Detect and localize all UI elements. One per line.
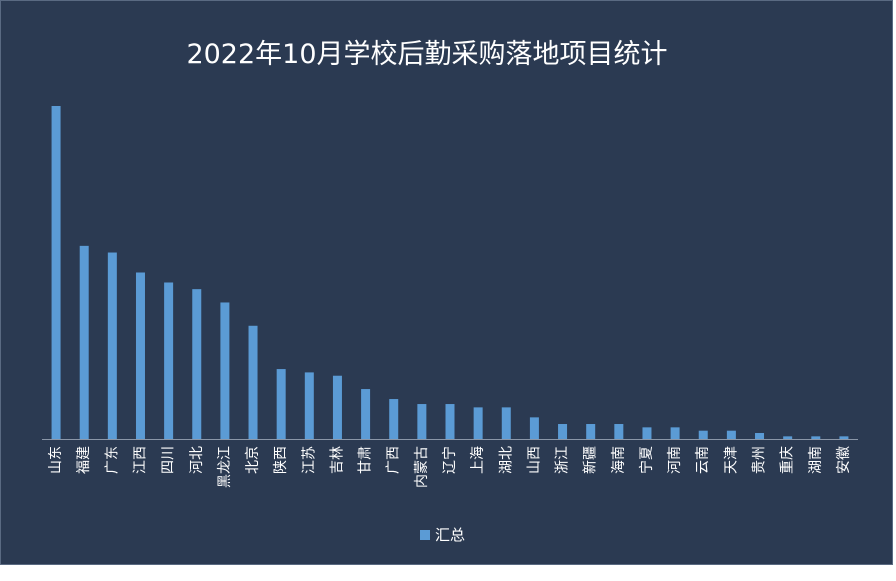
bar-天津 [726, 430, 736, 440]
chart-frame [0, 0, 893, 565]
category-label: 上海 [470, 446, 486, 474]
bar-陕西 [276, 369, 286, 439]
category-label: 黑龙江 [217, 446, 233, 488]
bar-上海 [473, 407, 483, 440]
category-label: 重庆 [780, 446, 796, 474]
bar-广西 [389, 399, 399, 439]
category-label: 海南 [611, 446, 627, 474]
bar-河南 [670, 427, 680, 440]
category-label: 山西 [526, 446, 542, 474]
category-label: 广东 [104, 446, 120, 474]
legend-swatch [420, 529, 430, 540]
bar-福建 [79, 245, 89, 439]
bar-江苏 [304, 372, 314, 439]
category-label: 安徽 [836, 446, 852, 474]
bar-内蒙古 [417, 404, 427, 439]
category-label: 湖北 [498, 446, 514, 474]
legend-label: 汇总 [435, 526, 466, 544]
category-label: 四川 [161, 446, 177, 474]
bar-浙江 [558, 424, 568, 439]
bar-广东 [107, 252, 117, 439]
category-label: 江苏 [301, 446, 317, 474]
bar-四川 [164, 282, 174, 439]
category-label: 福建 [76, 446, 92, 474]
category-label: 河北 [189, 446, 205, 474]
bar-安徽 [839, 436, 849, 439]
category-labels: 山东 福建 广东 江西 四川 河北 黑龙江 北京 陕西 江苏 吉林 甘肃 广西 内蒙古 辽宁 上海 湖北 山西 浙江… [48, 446, 852, 488]
bar-海南 [614, 424, 624, 439]
bar-贵州 [755, 433, 765, 439]
category-label: 云南 [695, 446, 711, 474]
bar-湖南 [811, 436, 821, 439]
bar-湖北 [501, 407, 511, 440]
bar-山东 [51, 106, 61, 439]
bar-黑龙江 [220, 302, 230, 439]
bar-甘肃 [361, 389, 371, 439]
category-label: 浙江 [555, 446, 571, 474]
legend: 汇总 [420, 524, 465, 545]
category-label: 河南 [667, 446, 683, 474]
category-label: 山东 [48, 446, 64, 474]
bar-河北 [192, 289, 202, 439]
category-label: 北京 [245, 446, 261, 474]
bar-北京 [248, 325, 258, 439]
bar-吉林 [332, 375, 342, 439]
category-label: 陕西 [273, 446, 289, 474]
bar-重庆 [783, 436, 793, 439]
category-label: 广西 [386, 446, 402, 474]
bars-group [51, 106, 849, 440]
category-label: 宁夏 [638, 446, 655, 474]
category-label: 江西 [132, 446, 148, 474]
category-label: 甘肃 [358, 446, 374, 474]
bar-宁夏 [642, 427, 652, 440]
bar-新疆 [586, 424, 596, 439]
category-label: 天津 [723, 446, 739, 474]
bar-云南 [698, 430, 708, 440]
category-label: 贵州 [752, 446, 768, 474]
bar-江西 [135, 272, 145, 439]
category-label: 吉林 [329, 446, 345, 474]
category-label: 新疆 [583, 446, 599, 474]
bar-山西 [529, 417, 539, 439]
category-label: 内蒙古 [414, 446, 430, 488]
chart-title: 2022年10月学校后勤采购落地项目统计 [186, 39, 668, 70]
category-label: 湖南 [808, 446, 824, 474]
category-label: 辽宁 [441, 446, 458, 474]
bar-辽宁 [445, 404, 455, 439]
